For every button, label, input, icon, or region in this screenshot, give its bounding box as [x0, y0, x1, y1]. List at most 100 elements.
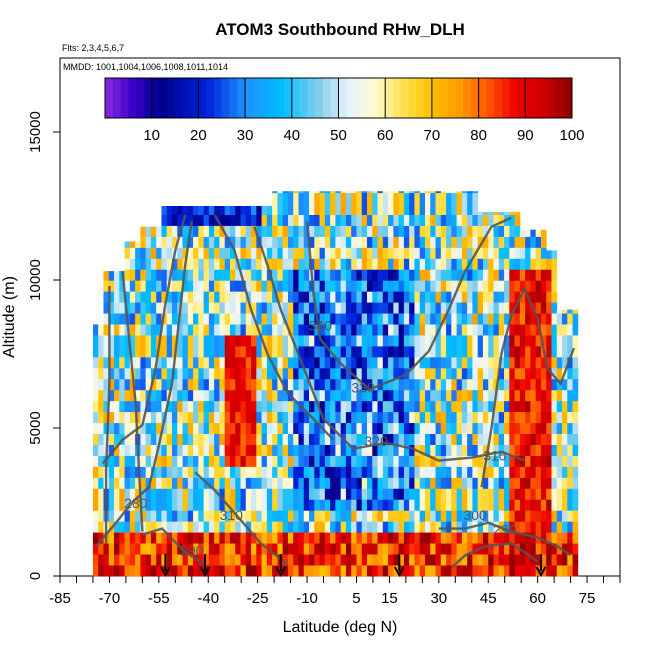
heatmap-cell [367, 510, 373, 522]
heatmap-cell [229, 455, 236, 467]
heatmap-cell [330, 192, 336, 205]
heatmap-cell [477, 324, 484, 336]
heatmap-cell [535, 477, 542, 489]
heatmap-cell [498, 499, 505, 511]
colorbar-tick-label: 30 [237, 127, 254, 144]
heatmap-cell [572, 499, 579, 511]
heatmap-cell [572, 313, 579, 325]
heatmap-cell [251, 214, 257, 226]
heatmap-cell [177, 477, 183, 489]
heatmap-cell [161, 324, 168, 336]
heatmap-cell [214, 269, 220, 281]
heatmap-cell [562, 335, 568, 347]
heatmap-cell [272, 313, 278, 325]
heatmap-cell [535, 389, 542, 402]
heatmap-cell [114, 324, 120, 336]
heatmap-cell [393, 400, 400, 413]
heatmap-cell [166, 247, 173, 259]
heatmap-cell [556, 400, 563, 413]
heatmap-cell [467, 346, 473, 358]
heatmap-cell [461, 444, 468, 456]
heatmap-cell [298, 280, 305, 292]
heatmap-cell [287, 203, 294, 215]
heatmap-cell [393, 510, 400, 522]
heatmap-cell [461, 411, 468, 424]
heatmap-cell [314, 367, 320, 380]
heatmap-cell [388, 521, 394, 533]
heatmap-cell [361, 346, 368, 358]
heatmap-cell [393, 466, 400, 478]
heatmap-cell [293, 203, 299, 215]
heatmap-cell [287, 269, 294, 281]
heatmap-cell [493, 433, 500, 445]
heatmap-cell [298, 247, 305, 259]
heatmap-cell [156, 554, 162, 566]
heatmap-cell [377, 400, 384, 413]
heatmap-cell [504, 346, 510, 358]
colorbar-segment [284, 78, 293, 118]
heatmap-cell [203, 206, 210, 215]
heatmap-cell [198, 455, 205, 467]
heatmap-cell [193, 302, 199, 314]
heatmap-cell [377, 477, 384, 489]
heatmap-cell [367, 214, 373, 226]
heatmap-cell [446, 488, 452, 500]
heatmap-cell [377, 236, 384, 248]
heatmap-cell [430, 422, 436, 435]
heatmap-cell [525, 378, 531, 391]
heatmap-cell [177, 510, 183, 522]
heatmap-cell [266, 444, 273, 456]
heatmap-cell [382, 532, 389, 544]
heatmap-cell [108, 280, 115, 292]
heatmap-cell [208, 302, 215, 314]
heatmap-cell [172, 280, 178, 292]
heatmap-cell [261, 444, 268, 456]
heatmap-cell [514, 488, 521, 500]
heatmap-cell [377, 499, 384, 511]
heatmap-cell [92, 554, 99, 566]
colorbar-tick-label: 50 [330, 127, 347, 144]
heatmap-cell [150, 543, 157, 555]
heatmap-cell [277, 291, 284, 303]
heatmap-cell [229, 280, 236, 292]
heatmap-cell [287, 247, 294, 259]
heatmap-cell [472, 324, 479, 336]
heatmap-cell [251, 291, 257, 303]
heatmap-cell [530, 378, 537, 391]
heatmap-cell [235, 356, 241, 369]
heatmap-cell [203, 356, 210, 369]
heatmap-cell [303, 324, 310, 336]
heatmap-cell [140, 269, 147, 281]
heatmap-cell [272, 335, 278, 347]
heatmap-cell [219, 258, 226, 270]
heatmap-cell [182, 214, 189, 226]
heatmap-cell [451, 258, 458, 270]
heatmap-cell [256, 269, 262, 281]
heatmap-cell [256, 521, 262, 533]
heatmap-cell [108, 346, 115, 358]
heatmap-cell [277, 488, 284, 500]
heatmap-cell [124, 241, 131, 248]
heatmap-cell [277, 521, 284, 533]
heatmap-cell [182, 400, 189, 413]
heatmap-cell [477, 554, 484, 566]
heatmap-cell [187, 389, 194, 402]
heatmap-cell [150, 565, 157, 577]
heatmap-cell [203, 455, 210, 467]
heatmap-cell [398, 433, 405, 445]
heatmap-cell [198, 510, 205, 522]
heatmap-cell [403, 455, 410, 467]
heatmap-cell [261, 324, 268, 336]
heatmap-cell [92, 532, 99, 544]
heatmap-cell [245, 225, 252, 237]
heatmap-cell [108, 554, 115, 566]
heatmap-cell [324, 444, 331, 456]
heatmap-cell [266, 367, 273, 380]
heatmap-cell [477, 313, 484, 325]
heatmap-cell [435, 236, 442, 248]
heatmap-cell [456, 302, 463, 314]
heatmap-cell [166, 378, 173, 391]
heatmap-cell [351, 302, 357, 314]
heatmap-cell [251, 206, 257, 215]
heatmap-cell [519, 291, 526, 303]
